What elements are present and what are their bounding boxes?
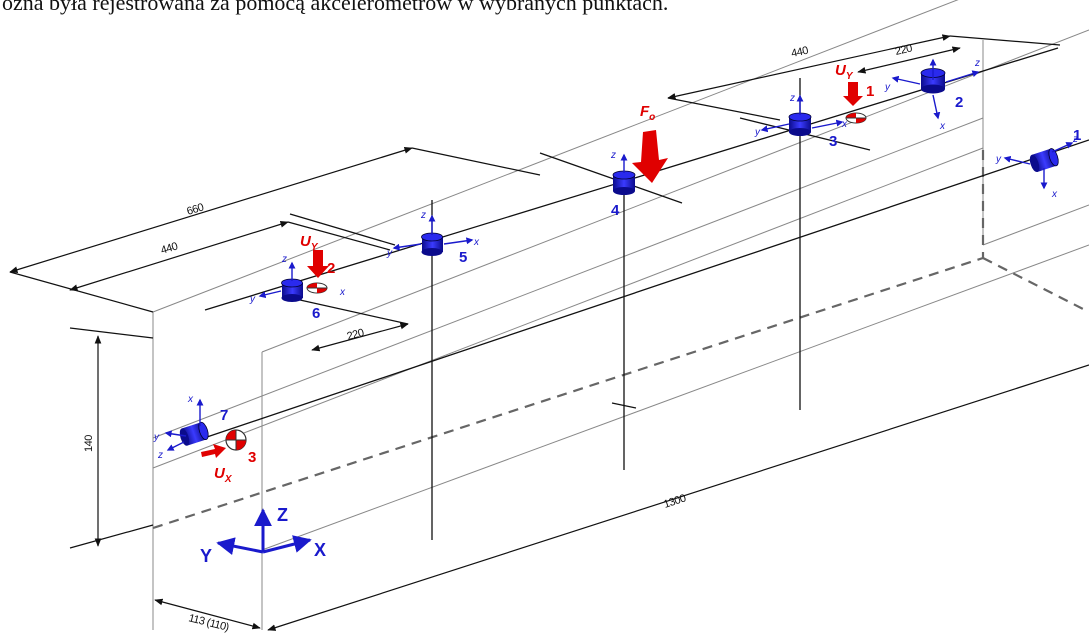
- sensor-5: [421, 232, 443, 256]
- label-ux: UX: [214, 465, 233, 485]
- header: ożna była rejestrowana za pomocą akceler…: [0, 0, 1089, 16]
- dim-440-left: 440: [159, 240, 179, 257]
- global-x-arrow: [262, 535, 312, 554]
- sensor-label-7: 7: [220, 407, 228, 424]
- local-axis-labels: z x y z y x z z y x z y x y x z x y z: [153, 58, 1078, 461]
- sensor-1: [1029, 148, 1059, 173]
- svg-text:y: y: [754, 127, 761, 138]
- sensors: [179, 68, 1059, 446]
- svg-text:x: x: [841, 119, 848, 130]
- force-ux: [201, 444, 226, 458]
- global-axes: [216, 508, 312, 556]
- label-uy-2: UY: [300, 233, 319, 253]
- dim-1300: 1300: [662, 492, 687, 510]
- dim-1300-line: [267, 364, 1089, 631]
- dim-140: 140: [83, 435, 95, 452]
- force-arrows: [201, 82, 863, 458]
- svg-text:z: z: [157, 450, 163, 461]
- dim-220-left-line: [311, 322, 409, 352]
- exciter-3: [225, 429, 247, 451]
- global-y-label: Y: [200, 546, 212, 566]
- exciter-2: [306, 282, 328, 294]
- sensor-7: [179, 421, 209, 446]
- global-y-arrow: [216, 537, 264, 556]
- dim-440-right: 440: [790, 45, 809, 60]
- sensor-label-2: 2: [955, 94, 963, 111]
- svg-text:z: z: [789, 93, 795, 104]
- svg-text:y: y: [884, 82, 891, 93]
- sensor-2: [920, 68, 946, 94]
- dim-440-right-line: [667, 34, 951, 100]
- dimension-lines: [9, 34, 1089, 631]
- dim-220-right: 220: [894, 42, 913, 58]
- sensor-4: [612, 170, 636, 195]
- local-axes: [164, 58, 1074, 451]
- hidden-edges: [152, 150, 1089, 530]
- svg-text:z: z: [420, 210, 426, 221]
- svg-text:y: y: [995, 154, 1002, 165]
- force-uy-1: [843, 82, 863, 106]
- force-fo: [632, 130, 668, 183]
- global-x-label: X: [314, 540, 326, 560]
- exciter-label-2: 2: [327, 260, 335, 277]
- sensor-label-3: 3: [829, 133, 837, 150]
- dim-440-left-line: [69, 221, 289, 291]
- exciter-label-3: 3: [248, 449, 256, 466]
- svg-text:x: x: [339, 287, 346, 298]
- svg-text:z: z: [974, 58, 980, 69]
- svg-text:z: z: [610, 150, 616, 161]
- dim-660: 660: [185, 201, 205, 218]
- global-z-label: Z: [277, 505, 288, 525]
- svg-text:y: y: [153, 432, 160, 443]
- sensor-label-6: 6: [312, 305, 320, 322]
- sensor-6: [281, 278, 303, 302]
- sensor-3: [788, 112, 812, 136]
- force-uy-2: [307, 250, 329, 278]
- sensor-label-1: 1: [1073, 127, 1081, 144]
- svg-text:y: y: [386, 248, 393, 259]
- dim-220-left: 220: [346, 327, 366, 343]
- dim-660-line: [9, 147, 413, 273]
- sensor-numbers: 1 2 3 4 5 6 7: [220, 94, 1081, 424]
- header-text: ożna była rejestrowana za pomocą akceler…: [2, 0, 669, 15]
- dim-220-right-line: [857, 46, 961, 74]
- exciter-label-1: 1: [866, 83, 874, 100]
- dim-113-line: [154, 598, 261, 630]
- svg-text:x: x: [187, 394, 194, 405]
- svg-text:z: z: [1072, 134, 1078, 145]
- svg-text:y: y: [249, 294, 256, 305]
- dim-113: 113 (110): [187, 612, 230, 634]
- svg-text:z: z: [281, 254, 287, 265]
- sensor-label-4: 4: [611, 202, 620, 219]
- label-uy-1: UY: [835, 62, 854, 82]
- label-fo: Fo: [640, 103, 655, 123]
- exciter-1: [845, 112, 867, 124]
- svg-text:x: x: [939, 121, 946, 132]
- svg-text:x: x: [1051, 189, 1058, 200]
- beam-body: [152, 0, 1089, 630]
- sensor-label-5: 5: [459, 249, 467, 266]
- exciters: 1 2 3: [225, 83, 874, 466]
- svg-text:x: x: [473, 237, 480, 248]
